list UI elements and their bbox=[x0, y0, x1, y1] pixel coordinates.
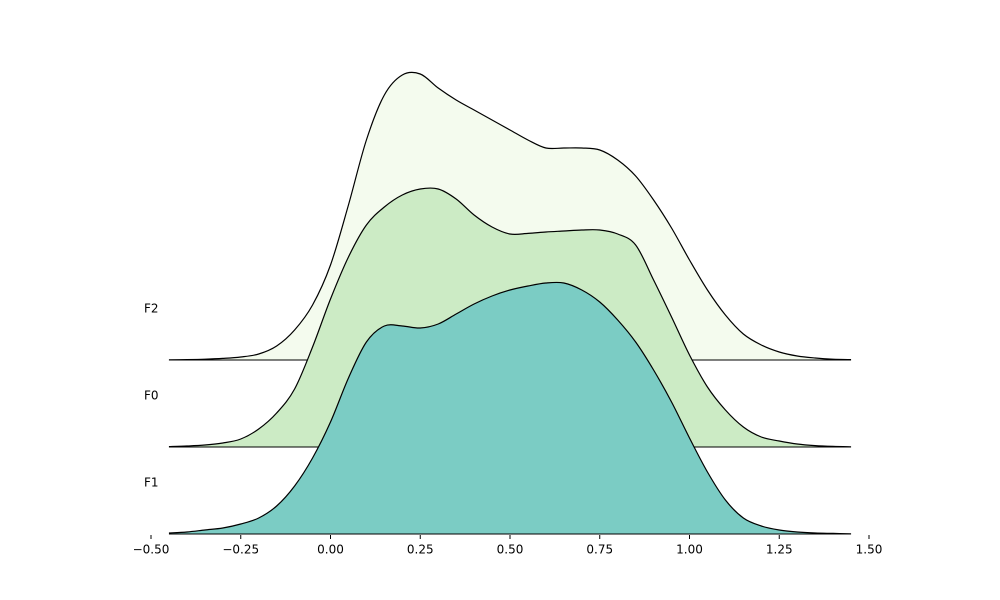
ridge-label: F1 bbox=[144, 476, 159, 490]
x-tick-label: 0.25 bbox=[407, 543, 434, 557]
ridge-label: F0 bbox=[144, 389, 159, 403]
x-tick-label: 1.25 bbox=[766, 543, 793, 557]
ridge-line bbox=[168, 71, 852, 361]
x-tick-label: 0.00 bbox=[317, 543, 344, 557]
x-tick-label: −0.25 bbox=[222, 543, 259, 557]
ridge-line bbox=[168, 187, 852, 448]
ridge-fill bbox=[168, 282, 852, 534]
x-tick-label: 1.50 bbox=[856, 543, 883, 557]
x-tick-label: 1.00 bbox=[676, 543, 703, 557]
x-tick-label: 0.50 bbox=[497, 543, 524, 557]
x-tick-label: 0.75 bbox=[586, 543, 613, 557]
ridge-label: F2 bbox=[144, 302, 159, 316]
ridge-line bbox=[168, 281, 852, 535]
x-tick-label: −0.50 bbox=[133, 543, 170, 557]
